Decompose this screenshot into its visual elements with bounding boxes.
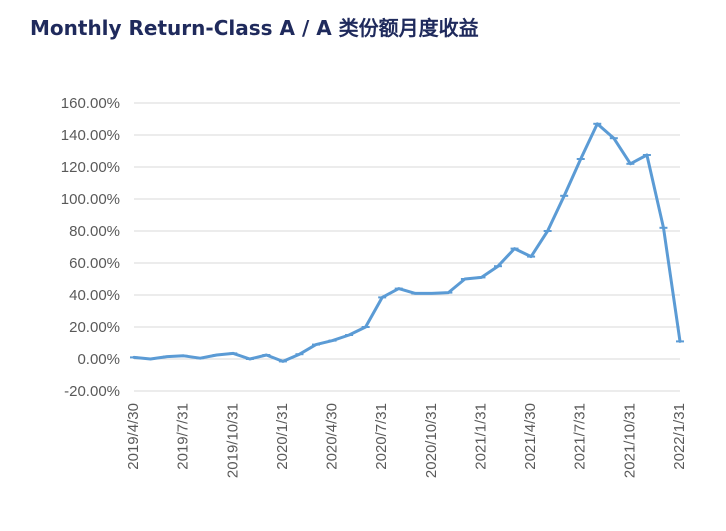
y-tick-label: -20.00% <box>64 383 120 400</box>
y-tick-label: 80.00% <box>69 223 120 240</box>
y-tick-label: 120.00% <box>61 159 120 176</box>
y-tick-label: 60.00% <box>69 255 120 272</box>
x-tick-label: 2021/1/31 <box>472 403 489 470</box>
y-tick-label: 0.00% <box>77 351 120 368</box>
x-tick-label: 2022/1/31 <box>671 403 688 470</box>
x-tick-label: 2021/4/30 <box>522 403 539 470</box>
x-tick-label: 2019/4/30 <box>125 403 142 470</box>
x-tick-label: 2019/10/31 <box>224 403 241 478</box>
x-tick-label: 2021/10/31 <box>621 403 638 478</box>
y-tick-label: 40.00% <box>69 287 120 304</box>
x-tick-label: 2020/4/30 <box>324 403 341 470</box>
x-tick-label: 2020/7/31 <box>373 403 390 470</box>
y-tick-label: 100.00% <box>61 191 120 208</box>
y-tick-label: 140.00% <box>61 127 120 144</box>
series-line <box>132 122 682 363</box>
chart-title: Monthly Return-Class A / A 类份额月度收益 <box>30 16 479 40</box>
y-tick-label: 20.00% <box>69 319 120 336</box>
x-tick-label: 2019/7/31 <box>175 403 192 470</box>
y-tick-label: 160.00% <box>61 95 120 112</box>
x-tick-label: 2020/10/31 <box>423 403 440 478</box>
x-tick-label: 2020/1/31 <box>274 403 291 470</box>
x-tick-label: 2021/7/31 <box>572 403 589 470</box>
